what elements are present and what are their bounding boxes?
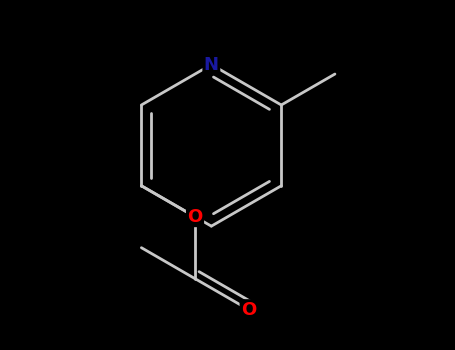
Text: N: N bbox=[204, 56, 219, 74]
Text: O: O bbox=[241, 301, 256, 318]
Text: O: O bbox=[187, 208, 202, 226]
